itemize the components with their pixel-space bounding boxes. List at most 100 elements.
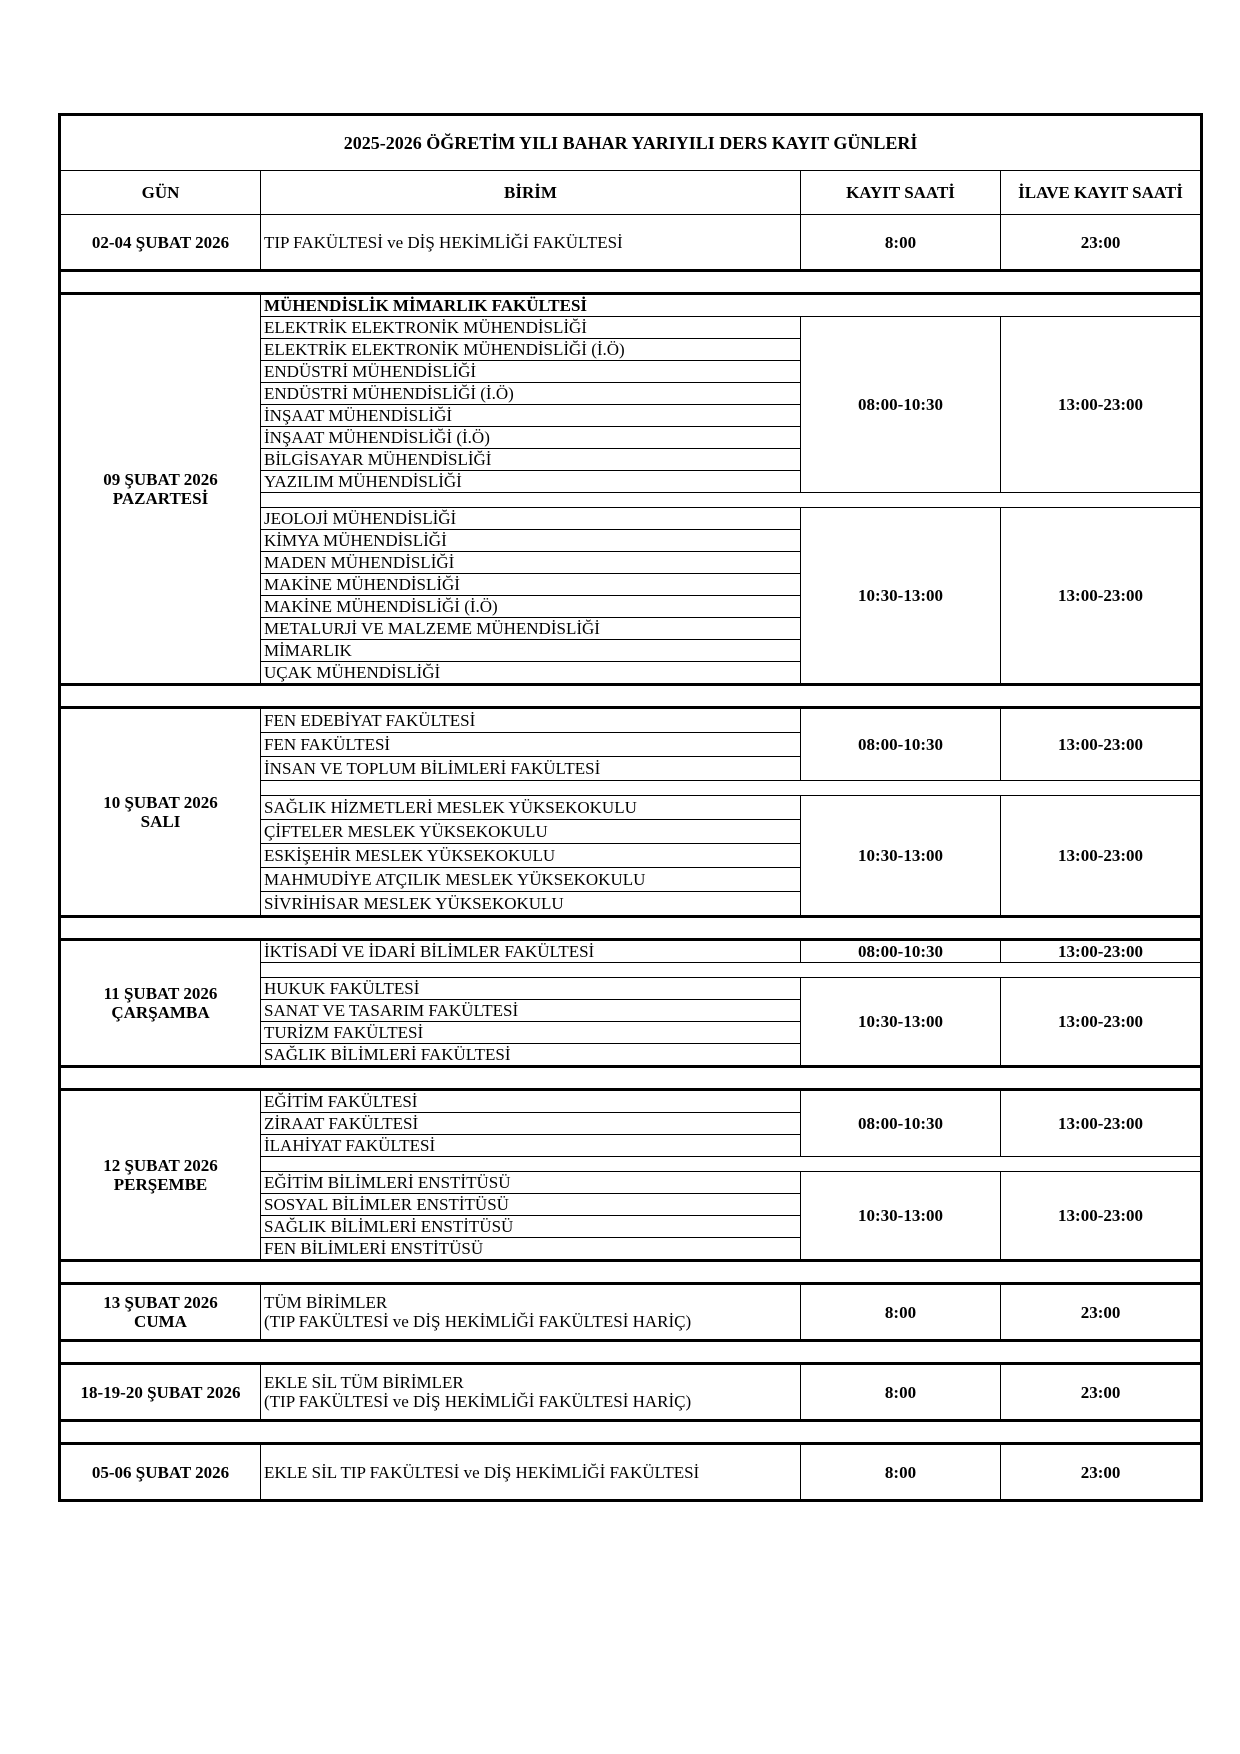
unit-cell: BİLGİSAYAR MÜHENDİSLİĞİ [260, 448, 801, 471]
table-row: İLAHİYAT FAKÜLTESİ [60, 1134, 1202, 1157]
cell-text: ENDÜSTRİ MÜHENDİSLİĞİ (İ.Ö) [264, 384, 514, 403]
kayit-saati-cell: 08:00-10:30 [800, 316, 1001, 493]
cell-text: TURİZM FAKÜLTESİ [264, 1023, 424, 1042]
unit-cell: ELEKTRİK ELEKTRONİK MÜHENDİSLİĞİ [260, 316, 801, 339]
cell-text: 09 ŞUBAT 2026 [103, 470, 218, 489]
unit-cell: MAHMUDİYE ATÇILIK MESLEK YÜKSEKOKULU [260, 867, 801, 892]
kayit-saati-cell: 8:00 [800, 1363, 1001, 1421]
unit-cell: EKLE SİL TÜM BİRİMLER (TIP FAKÜLTESİ ve D… [260, 1363, 801, 1421]
kayit-saati-cell: 10:30-13:00 [800, 795, 1001, 917]
cell-text: TÜM BİRİMLER [264, 1293, 388, 1312]
table-row: HUKUK FAKÜLTESİ 10:30-13:00 13:00-23:00 [60, 977, 1203, 1067]
day-cell: 12 ŞUBAT 2026 PERŞEMBE [59, 1089, 261, 1261]
unit-cell: ZİRAAT FAKÜLTESİ [260, 1112, 801, 1135]
day-cell: 13 ŞUBAT 2026 CUMA [59, 1283, 261, 1341]
table-row: KİMYA MÜHENDİSLİĞİ [60, 529, 1202, 552]
unit-cell: İKTİSADİ VE İDARİ BİLİMLER FAKÜLTESİ [260, 939, 801, 963]
table-row: 11 ŞUBAT 2026 ÇARŞAMBA İKTİSADİ VE İDARİ B… [59, 939, 1203, 1067]
unit-cell: ENDÜSTRİ MÜHENDİSLİĞİ (İ.Ö) [260, 382, 801, 405]
unit-cell: SİVRİHİSAR MESLEK YÜKSEKOKULU [260, 891, 801, 917]
unit-cell: ÇİFTELER MESLEK YÜKSEKOKULU [260, 819, 801, 844]
cell-text: İNŞAAT MÜHENDİSLİĞİ (İ.Ö) [264, 428, 490, 447]
table-row: 12 ŞUBAT 2026 PERŞEMBE EĞİTİM FAKÜLTESİ 08:… [59, 1089, 1203, 1261]
cell-text: PAZARTESİ [112, 489, 209, 508]
cell-text: MİMARLIK [264, 641, 352, 660]
separator-cell [58, 683, 1203, 709]
header-ilave-kayit-saati: İLAVE KAYIT SAATİ [999, 170, 1203, 215]
separator-cell [259, 780, 1203, 796]
cell-text: 18-19-20 ŞUBAT 2026 [80, 1382, 241, 1402]
separator-cell [259, 492, 1203, 508]
table-row: SAĞLIK HİZMETLERİ MESLEK YÜKSEKOKULU 10:3… [60, 795, 1203, 917]
ilave-kayit-saati-cell: 13:00-23:00 [999, 1171, 1203, 1261]
unit-cell: MAKİNE MÜHENDİSLİĞİ [260, 573, 801, 596]
unit-cell: FEN BİLİMLERİ ENSTİTÜSÜ [260, 1237, 801, 1261]
cell-text: ELEKTRİK ELEKTRONİK MÜHENDİSLİĞİ [264, 318, 587, 337]
kayit-saati-cell: 8:00 [800, 214, 1001, 271]
cell-text: JEOLOJİ MÜHENDİSLİĞİ [264, 509, 457, 528]
day-cell: 05-06 ŞUBAT 2026 [59, 1443, 261, 1501]
table-row: 05-06 ŞUBAT 2026 EKLE SİL TIP FAKÜLTESİ v… [59, 1443, 1203, 1501]
cell-text: MAKİNE MÜHENDİSLİĞİ [264, 575, 460, 594]
kayit-saati-cell: 8:00 [800, 1283, 1001, 1341]
unit-cell: TÜM BİRİMLER (TIP FAKÜLTESİ ve DİŞ HEKİML… [260, 1283, 801, 1341]
unit-cell: FEN FAKÜLTESİ [260, 732, 801, 757]
unit-cell: SAĞLIK BİLİMLERİ FAKÜLTESİ [260, 1043, 801, 1067]
header-row: GÜN BİRİM KAYIT SAATİ İLAVE KAYIT SAATİ [59, 170, 1203, 215]
cell-text: SANAT VE TASARIM FAKÜLTESİ [264, 1001, 519, 1020]
cell-text: SAĞLIK HİZMETLERİ MESLEK YÜKSEKOKULU [264, 798, 637, 817]
cell-text: FEN EDEBİYAT FAKÜLTESİ [264, 711, 476, 730]
day-cell: 02-04 ŞUBAT 2026 [59, 214, 261, 271]
cell-text: EKLE SİL TÜM BİRİMLER [264, 1373, 464, 1392]
ilave-kayit-saati-cell: 23:00 [999, 1443, 1203, 1501]
kayit-saati-cell: 10:30-13:00 [800, 977, 1001, 1067]
table-row: TURİZM FAKÜLTESİ [60, 1021, 1202, 1044]
cell-text: (TIP FAKÜLTESİ ve DİŞ HEKİMLİĞİ FAKÜLTES… [264, 1312, 692, 1331]
table-row: MAHMUDİYE ATÇILIK MESLEK YÜKSEKOKULU [60, 867, 1202, 892]
cell-text: TIP FAKÜLTESİ ve DİŞ HEKİMLİĞİ FAKÜLTESİ [264, 232, 623, 252]
ilave-kayit-saati-cell: 13:00-23:00 [999, 795, 1203, 917]
table-row: JEOLOJİ MÜHENDİSLİĞİ 10:30-13:00 13:00-23:… [60, 507, 1203, 685]
day-cell: 11 ŞUBAT 2026 ÇARŞAMBA [59, 939, 261, 1067]
unit-cell: MADEN MÜHENDİSLİĞİ [260, 551, 801, 574]
unit-cell: JEOLOJİ MÜHENDİSLİĞİ [260, 507, 801, 530]
table-row: FEN FAKÜLTESİ [60, 732, 1202, 757]
cell-text: EĞİTİM FAKÜLTESİ [264, 1092, 418, 1111]
cell-text: PERŞEMBE [113, 1175, 208, 1194]
cell-text: ELEKTRİK ELEKTRONİK MÜHENDİSLİĞİ (İ.Ö) [264, 340, 625, 359]
unit-cell: MAKİNE MÜHENDİSLİĞİ (İ.Ö) [260, 595, 801, 618]
cell-text: METALURJİ VE MALZEME MÜHENDİSLİĞİ [264, 619, 600, 638]
cell-text: 12 ŞUBAT 2026 [103, 1156, 218, 1175]
table-row: 02-04 ŞUBAT 2026 TIP FAKÜLTESİ ve DİŞ HEK… [59, 214, 1203, 271]
table-row: ELEKTRİK ELEKTRONİK MÜHENDİSLİĞİ 08:00-10… [60, 316, 1203, 493]
cell-text: SAĞLIK BİLİMLERİ ENSTİTÜSÜ [264, 1217, 514, 1236]
unit-cell: SOSYAL BİLİMLER ENSTİTÜSÜ [260, 1193, 801, 1216]
unit-cell: YAZILIM MÜHENDİSLİĞİ [260, 470, 801, 493]
block-separator [58, 1419, 1203, 1445]
unit-cell: İNSAN VE TOPLUM BİLİMLERİ FAKÜLTESİ [260, 756, 801, 781]
cell-text: ÇİFTELER MESLEK YÜKSEKOKULU [264, 822, 548, 841]
table-row: SİVRİHİSAR MESLEK YÜKSEKOKULU [60, 891, 1202, 917]
ilave-kayit-saati-cell: 23:00 [999, 214, 1203, 271]
cell-text: SİVRİHİSAR MESLEK YÜKSEKOKULU [264, 894, 564, 913]
cell-text: MADEN MÜHENDİSLİĞİ [264, 553, 455, 572]
cell-text: FEN FAKÜLTESİ [264, 735, 391, 754]
separator-cell [259, 1156, 1203, 1172]
cell-text: ESKİŞEHİR MESLEK YÜKSEKOKULU [264, 846, 556, 865]
table-row: YAZILIM MÜHENDİSLİĞİ [60, 470, 1202, 493]
cell-text: İKTİSADİ VE İDARİ BİLİMLER FAKÜLTESİ [264, 942, 595, 961]
separator-cell [58, 1419, 1203, 1445]
table-row: ÇİFTELER MESLEK YÜKSEKOKULU [60, 819, 1202, 844]
unit-cell: İNŞAAT MÜHENDİSLİĞİ [260, 404, 801, 427]
table-row: 18-19-20 ŞUBAT 2026 EKLE SİL TÜM BİRİMLER… [59, 1363, 1203, 1421]
cell-text: EKLE SİL TIP FAKÜLTESİ ve DİŞ HEKİMLİĞİ … [264, 1462, 700, 1482]
block-separator [58, 915, 1203, 941]
unit-cell: İLAHİYAT FAKÜLTESİ [260, 1134, 801, 1157]
block-separator [58, 1065, 1203, 1091]
cell-text: 05-06 ŞUBAT 2026 [91, 1462, 230, 1482]
kayit-saati-cell: 08:00-10:30 [800, 939, 1001, 963]
kayit-saati-cell: 10:30-13:00 [800, 507, 1001, 685]
ilave-kayit-saati-cell: 13:00-23:00 [999, 977, 1203, 1067]
table-row: METALURJİ VE MALZEME MÜHENDİSLİĞİ [60, 617, 1202, 640]
header-kayit-saati: KAYIT SAATİ [800, 170, 1001, 215]
